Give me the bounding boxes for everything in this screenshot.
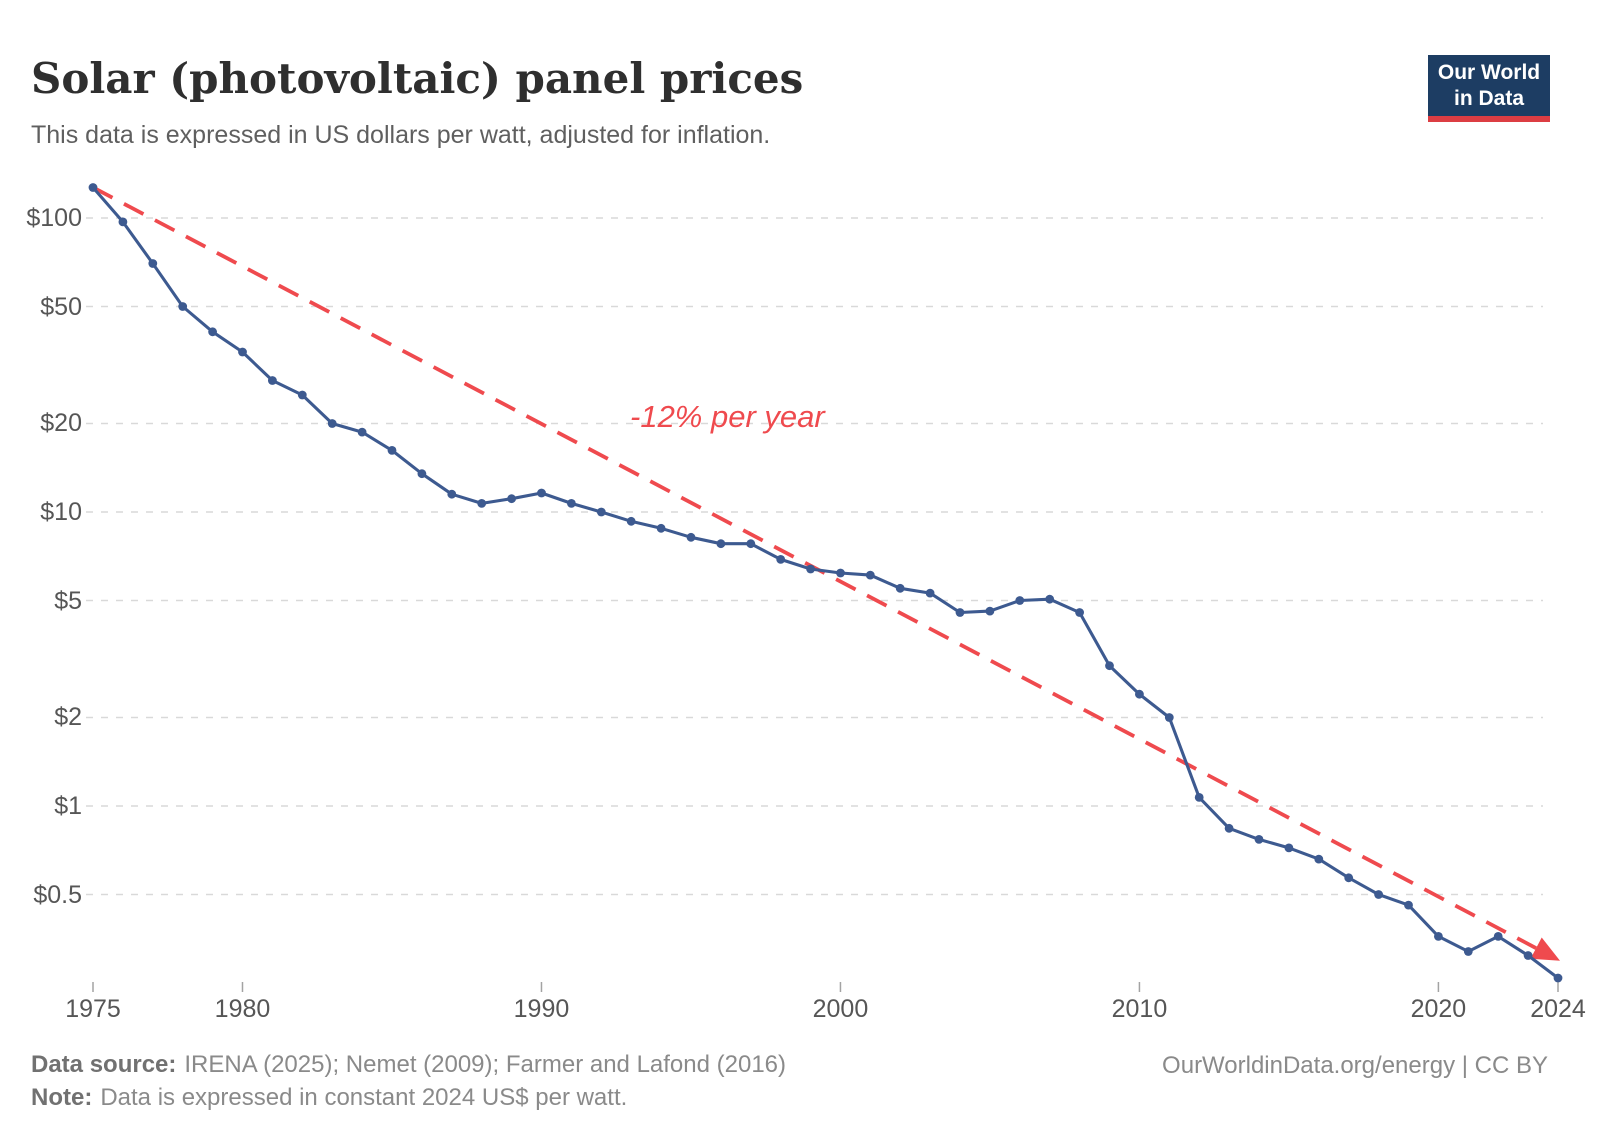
data-point: [1045, 594, 1055, 604]
data-point: [716, 539, 726, 549]
data-point: [686, 532, 696, 542]
data-point: [357, 427, 367, 437]
page-subtitle: This data is expressed in US dollars per…: [31, 121, 771, 149]
data-point: [1374, 890, 1383, 899]
data-point: [1284, 843, 1294, 853]
data-point: [806, 564, 815, 574]
data-point: [477, 499, 487, 508]
footer-note-label: Note:: [31, 1084, 93, 1111]
y-axis-tick-label: $0.5: [33, 880, 82, 909]
data-point: [865, 570, 875, 580]
data-point: [1314, 854, 1324, 864]
y-axis-tick-label: $5: [54, 586, 82, 615]
x-axis-tick-label: 2020: [1410, 995, 1467, 1023]
data-point: [1493, 932, 1503, 941]
y-axis-tick-label: $10: [40, 498, 82, 526]
data-point: [537, 488, 546, 498]
footer-note-text: Data is expressed in constant 2024 US$ p…: [100, 1084, 628, 1111]
data-point: [1224, 823, 1234, 833]
data-point: [417, 469, 427, 479]
data-point: [1553, 973, 1563, 983]
data-point: [626, 516, 636, 526]
data-point: [297, 390, 307, 400]
footer-note: Note: Data is expressed in constant 2024 …: [31, 1084, 627, 1112]
y-axis-tick-label: $2: [54, 703, 82, 732]
data-point: [1344, 873, 1354, 883]
data-point: [1194, 793, 1204, 802]
data-point: [387, 446, 397, 455]
data-point: [148, 259, 158, 268]
price-line: [91, 185, 1560, 980]
data-point: [836, 568, 845, 578]
owid-logo-line1: Our World: [1437, 61, 1541, 84]
x-axis-tick-label: 2024: [1530, 995, 1586, 1023]
trend-arrowhead-icon: [1530, 937, 1561, 961]
data-point: [327, 419, 337, 428]
owid-logo-text: Our World in Data: [1428, 55, 1550, 116]
x-axis-tick-label: 1980: [214, 995, 271, 1023]
footer-source-text: IRENA (2025); Nemet (2009); Farmer and L…: [184, 1051, 787, 1078]
y-axis-tick-label: $100: [26, 204, 82, 232]
y-axis-tick-label: $1: [54, 792, 82, 820]
owid-logo: Our World in Data: [1428, 55, 1550, 122]
data-point: [238, 347, 247, 357]
data-point: [178, 302, 188, 311]
data-point: [118, 217, 128, 227]
x-axis-tick-label: 1975: [65, 995, 121, 1023]
gridlines: [86, 217, 1543, 896]
data-point: [1254, 835, 1264, 844]
data-point: [985, 606, 995, 616]
footer-source: Data source: IRENA (2025); Nemet (2009); …: [31, 1051, 786, 1079]
owid-logo-line2: in Data: [1453, 87, 1524, 110]
data-point: [656, 523, 666, 533]
data-point: [746, 539, 756, 549]
data-point: [596, 507, 606, 517]
data-points: [88, 183, 1563, 983]
data-point: [507, 494, 516, 504]
data-point: [1463, 947, 1473, 956]
data-point: [895, 583, 905, 593]
data-point: [88, 183, 98, 192]
x-axis-tick-label: 1990: [513, 995, 570, 1023]
owid-logo-red-bar: [1428, 116, 1550, 122]
x-axis-tick-label: 2000: [812, 995, 869, 1023]
trend-label: -12% per year: [630, 399, 825, 434]
data-point: [1523, 951, 1533, 960]
y-axis-tick-label: $50: [40, 292, 82, 321]
data-point: [1075, 608, 1084, 617]
x-axis-tick-label: 2010: [1111, 995, 1168, 1023]
data-point: [567, 499, 576, 508]
data-point: [447, 489, 457, 499]
data-point: [776, 555, 786, 564]
footer-credit: OurWorldinData.org/energy | CC BY: [1162, 1052, 1548, 1079]
data-point: [1164, 713, 1174, 722]
data-point: [208, 327, 218, 337]
data-point: [955, 608, 965, 617]
page-title: Solar (photovoltaic) panel prices: [31, 54, 804, 103]
footer-source-label: Data source:: [31, 1051, 177, 1078]
y-axis-tick-label: $20: [40, 409, 82, 438]
x-axis-ticks: [92, 982, 1559, 992]
data-point: [925, 588, 935, 598]
data-point: [1105, 661, 1114, 671]
data-point: [1135, 689, 1144, 699]
data-point: [1434, 932, 1443, 941]
data-point: [1404, 900, 1413, 910]
data-point: [1015, 596, 1025, 605]
data-point: [268, 376, 277, 385]
